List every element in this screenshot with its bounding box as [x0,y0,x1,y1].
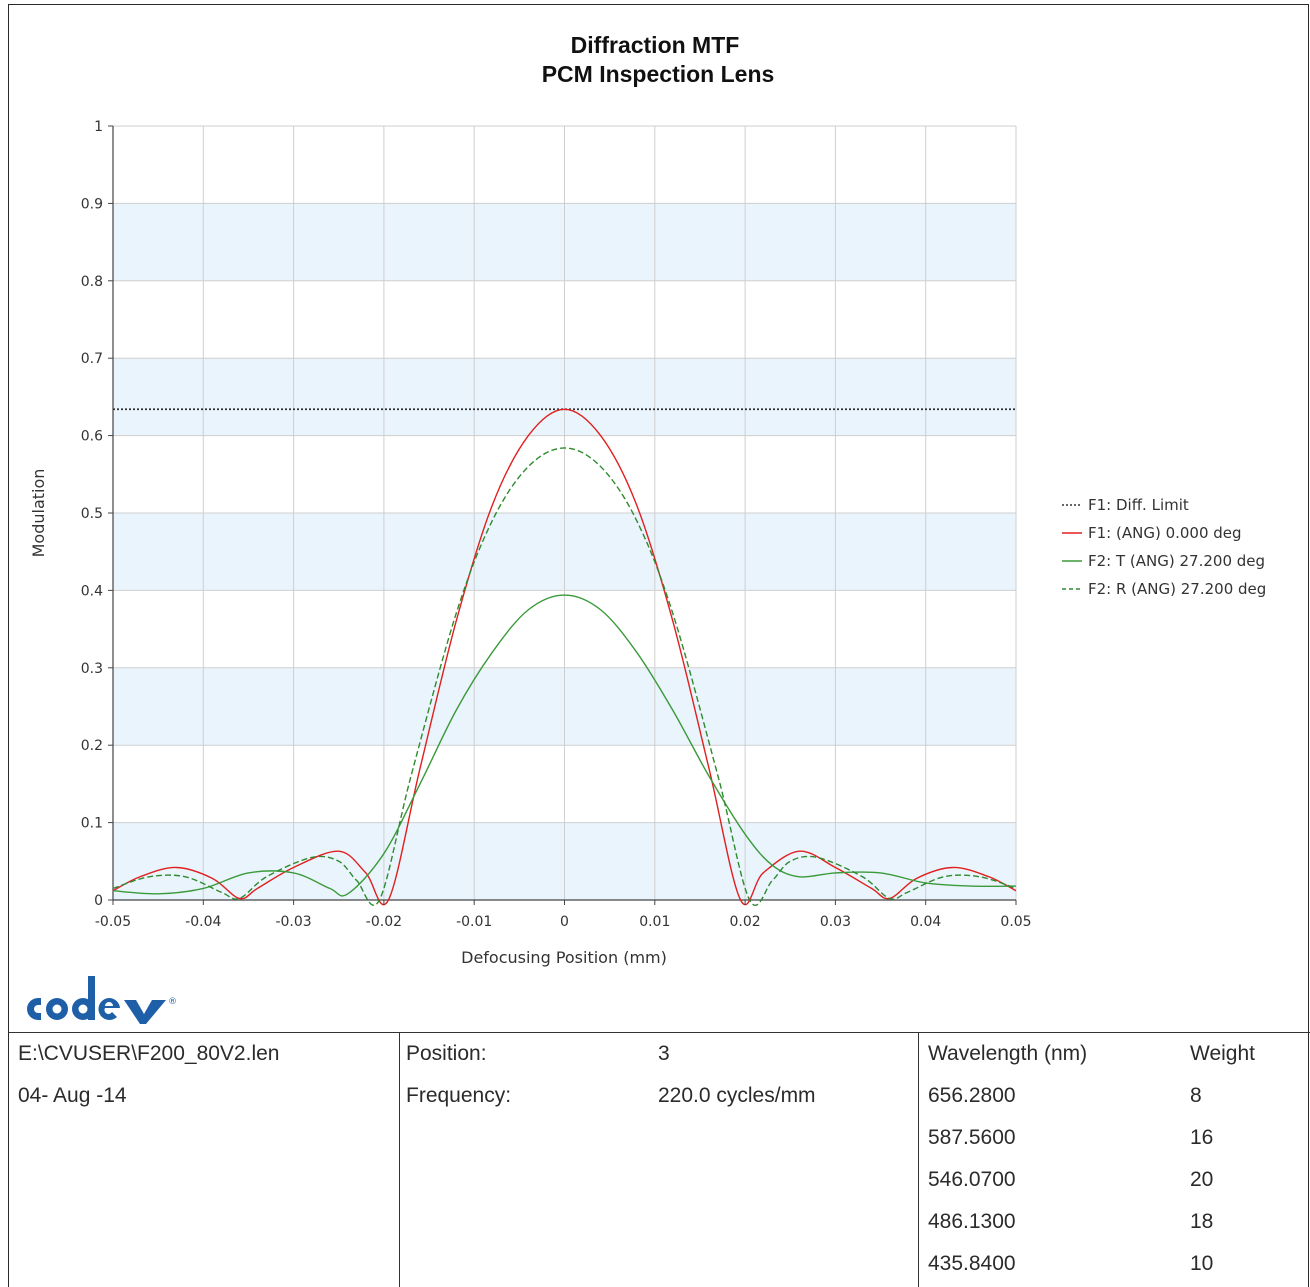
y-tick-label: 0.9 [81,196,103,212]
y-tick-label: 0.7 [81,351,103,367]
y-tick-label: 0.4 [81,583,103,599]
position-value: 3 [658,1042,670,1065]
y-tick-label: 0 [94,893,103,909]
frequency-label: Frequency: [406,1084,512,1107]
x-tick-label: 0.03 [820,914,851,930]
x-tick-label: 0.05 [1000,914,1031,930]
x-tick-label: -0.02 [366,914,402,930]
y-tick-label: 0.6 [81,429,103,445]
frequency-value: 220.0 cycles/mm [658,1084,816,1107]
info-table: E:\CVUSER\F200_80V2.len 04- Aug -14 Posi… [8,1032,1310,1287]
y-tick-label: 0.2 [81,738,103,754]
legend-label: F1: (ANG) 0.000 deg [1088,524,1242,542]
weight-value: 20 [1190,1168,1214,1191]
wavelength-value: 587.5600 [928,1126,1016,1149]
weight-value: 8 [1190,1084,1202,1107]
legend: F1: Diff. Limit F1: (ANG) 0.000 deg F2: T … [1062,496,1266,598]
wavelength-value: 546.0700 [928,1168,1016,1191]
weight-value: 10 [1190,1252,1214,1275]
legend-label: F2: R (ANG) 27.200 deg [1088,580,1266,598]
series-line-2 [112,408,1017,906]
wavelength-value: 486.1300 [928,1210,1016,1233]
x-tick-label: 0 [560,914,569,930]
y-tick-label: 0.1 [81,816,103,832]
report-date: 04- Aug -14 [18,1084,127,1107]
y-axis-label: Modulation [29,469,48,558]
chart-subtitle: PCM Inspection Lens [542,61,775,87]
weight-value: 18 [1190,1210,1214,1233]
position-label: Position: [406,1042,487,1065]
x-tick-label: -0.04 [185,914,221,930]
legend-label: F1: Diff. Limit [1088,496,1189,514]
series-line-4 [112,447,1017,906]
report-frame [8,4,1309,1287]
x-tick-label: 0.02 [730,914,761,930]
y-tick-label: 0.8 [81,274,103,290]
column-divider [918,1033,919,1287]
file-path: E:\CVUSER\F200_80V2.len [18,1042,280,1065]
code-v-logo: ® [27,976,177,1024]
y-tick-label: 0.3 [81,661,103,677]
x-tick-label: 0.01 [639,914,670,930]
x-axis-label: Defocusing Position (mm) [461,948,667,967]
series-line-3 [112,594,1017,897]
wavelength-header: Wavelength (nm) [928,1042,1088,1065]
wavelength-value: 656.2800 [928,1084,1016,1107]
x-tick-label: 0.04 [910,914,941,930]
y-tick-label: 0.5 [81,506,103,522]
chart-title: Diffraction MTF [571,32,740,58]
x-tick-label: -0.01 [456,914,492,930]
mtf-chart: Diffraction MTF PCM Inspection Lens 0 0.1… [29,32,1266,967]
svg-text:®: ® [168,997,177,1007]
legend-label: F2: T (ANG) 27.200 deg [1088,552,1265,570]
x-tick-label: -0.05 [95,914,131,930]
weight-header: Weight [1190,1042,1255,1065]
x-tick-label: -0.03 [275,914,311,930]
weight-value: 16 [1190,1126,1214,1149]
wavelength-value: 435.8400 [928,1252,1016,1275]
y-tick-label: 1 [94,119,103,135]
column-divider [399,1033,400,1287]
